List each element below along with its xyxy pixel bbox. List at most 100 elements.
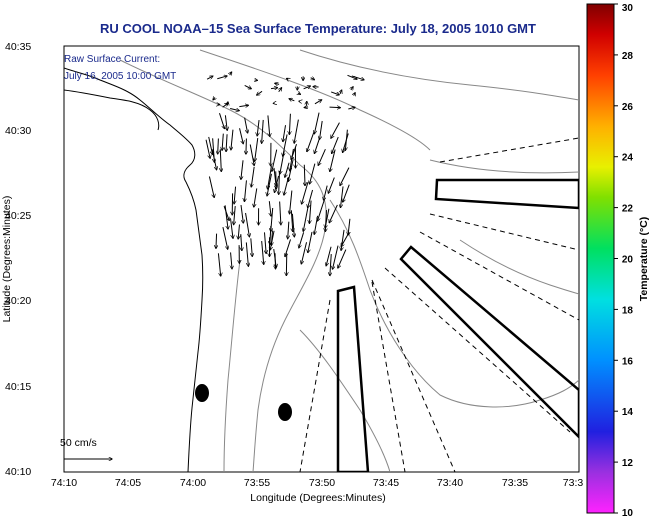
- current-vector: [226, 134, 227, 151]
- colorbar-tick-label: 30: [622, 3, 634, 14]
- current-vector: [351, 87, 353, 90]
- radar-ray: [439, 137, 579, 163]
- colorbar-tick-label: 10: [622, 508, 634, 518]
- y-tick-label: 40:35: [5, 41, 31, 53]
- current-vector: [261, 240, 264, 264]
- x-tick-label: 73:40: [437, 477, 463, 489]
- sample-box-east: [434, 178, 579, 210]
- current-vector: [234, 206, 236, 225]
- y-axis: 40:35 40:30 40:25 40:20 40:15 40:10: [5, 41, 31, 478]
- bathymetry-contour: [429, 159, 579, 174]
- current-vector: [230, 218, 233, 238]
- current-vector: [222, 227, 228, 249]
- current-vector: [230, 72, 232, 75]
- current-vector: [239, 128, 244, 143]
- current-vector: [262, 119, 264, 143]
- y-tick-label: 40:30: [5, 125, 31, 137]
- current-vector: [267, 115, 270, 136]
- current-vector: [231, 129, 234, 150]
- current-vector: [254, 188, 258, 206]
- current-vector: [206, 76, 213, 80]
- current-vector: [249, 144, 254, 166]
- current-vector: [301, 242, 308, 264]
- current-vector: [331, 122, 340, 139]
- current-vector: [217, 76, 227, 80]
- current-vector: [241, 160, 244, 179]
- current-vector: [244, 84, 252, 88]
- current-vector: [299, 232, 305, 247]
- current-vector: [307, 132, 315, 152]
- current-vector: [244, 117, 248, 133]
- y-tick-label: 40:25: [5, 210, 31, 222]
- coastline: [64, 67, 204, 472]
- y-tick-label: 40:20: [5, 295, 31, 307]
- current-vector: [351, 75, 364, 80]
- current-vector: [222, 133, 223, 151]
- current-vector: [289, 99, 295, 101]
- current-vector: [317, 199, 325, 221]
- x-axis: 74:10 74:05 74:00 73:55 73:50 73:45 73:4…: [51, 477, 584, 489]
- current-vector: [309, 200, 311, 224]
- current-vector: [244, 180, 247, 201]
- current-vector: [217, 253, 220, 276]
- current-vector: [241, 234, 242, 250]
- current-vector: [264, 232, 266, 253]
- current-vector: [324, 185, 328, 201]
- colorbar-tick-label: 22: [622, 204, 634, 215]
- station-marker-1: [195, 384, 209, 402]
- y-tick-label: 40:10: [5, 466, 31, 478]
- current-vector: [314, 138, 321, 153]
- x-tick-label: 73:50: [309, 477, 335, 489]
- current-vector: [329, 204, 338, 223]
- colorbar-tick-label: 26: [622, 102, 634, 113]
- current-vector: [310, 163, 316, 184]
- current-vector: [225, 115, 227, 130]
- current-vector: [285, 239, 291, 256]
- current-vector: [314, 100, 322, 105]
- radar-coverage-lines: [299, 137, 579, 472]
- current-vector: [238, 224, 239, 238]
- station-marker-2: [278, 403, 292, 421]
- current-vector: [275, 83, 280, 84]
- radar-ray: [371, 279, 456, 472]
- x-tick-label: 74:05: [115, 477, 141, 489]
- current-vector: [251, 238, 252, 256]
- current-vector: [308, 231, 313, 253]
- current-vector: [347, 74, 357, 79]
- current-vector: [340, 186, 344, 207]
- colorbar-tick-label: 16: [622, 356, 634, 367]
- current-vector: [294, 119, 299, 143]
- current-vector: [354, 93, 355, 96]
- current-vector: [276, 171, 277, 186]
- current-vector: [304, 164, 305, 186]
- x-tick-label: 74:10: [51, 477, 77, 489]
- current-vector: [222, 103, 228, 108]
- current-vector: [291, 143, 297, 159]
- current-vector: [343, 184, 350, 202]
- current-vector: [288, 159, 294, 181]
- current-vector: [303, 86, 311, 90]
- current-vector: [304, 107, 309, 108]
- scale-label: 50 cm/s: [60, 437, 97, 449]
- chart-title: RU COOL NOAA–15 Sea Surface Temperature:…: [100, 21, 536, 36]
- current-vector: [280, 201, 281, 225]
- current-vector: [208, 136, 213, 154]
- current-vector: [290, 190, 293, 214]
- current-vector: [318, 148, 326, 165]
- current-vector: [330, 254, 331, 276]
- x-tick-label: 73:3: [563, 477, 584, 489]
- current-vector: [270, 88, 277, 89]
- surface-current-vectors: [205, 72, 364, 276]
- x-tick-label: 73:35: [502, 477, 528, 489]
- current-vector: [271, 207, 274, 231]
- current-vector: [213, 97, 215, 99]
- current-vector: [348, 107, 355, 109]
- current-vector: [223, 205, 229, 220]
- current-vector: [240, 204, 243, 223]
- current-vector: [285, 162, 290, 178]
- colorbar-tick-label: 24: [622, 153, 634, 164]
- bathymetry-contour: [299, 49, 579, 101]
- current-vector: [287, 78, 289, 79]
- bathymetry-contour: [223, 259, 241, 472]
